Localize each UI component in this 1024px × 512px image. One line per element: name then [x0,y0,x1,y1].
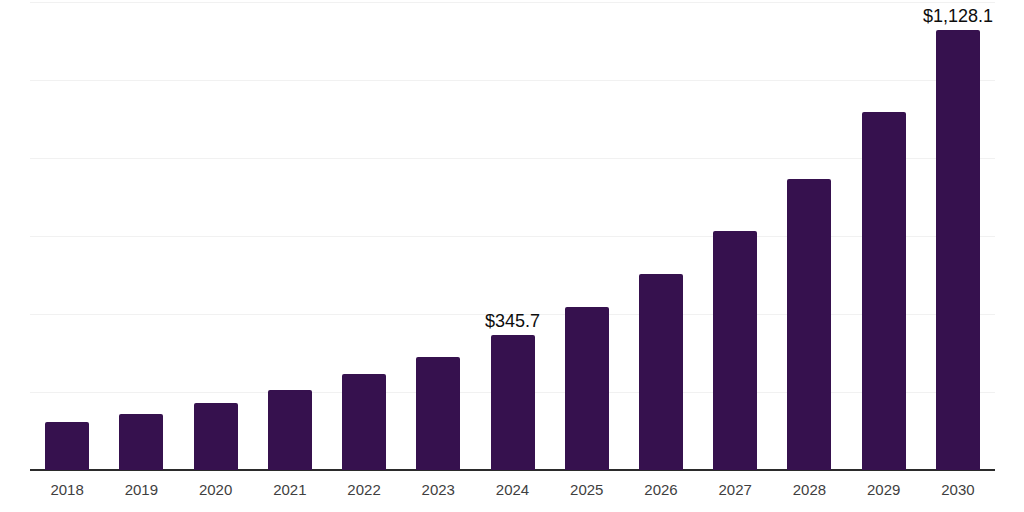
bar-2025 [565,307,609,470]
bar-group-2018: 2018 [30,2,104,470]
bar-2024 [491,335,535,470]
bar-2019 [119,414,163,470]
x-tick-label-2024: 2024 [496,482,529,497]
bar-2021 [268,390,312,470]
bar-2020 [194,403,238,470]
plot-area: 201820192020202120222023$345.72024202520… [30,2,995,470]
x-tick-label-2021: 2021 [273,482,306,497]
x-tick-label-2027: 2027 [719,482,752,497]
bar-2023 [416,357,460,470]
bar-group-2023: 2023 [401,2,475,470]
x-tick-label-2020: 2020 [199,482,232,497]
x-tick-label-2022: 2022 [347,482,380,497]
x-tick-label-2023: 2023 [422,482,455,497]
bar-group-2022: 2022 [327,2,401,470]
bar-group-2020: 2020 [178,2,252,470]
x-tick-label-2025: 2025 [570,482,603,497]
x-tick-label-2028: 2028 [793,482,826,497]
bar-2022 [342,374,386,470]
bar-2030 [936,30,980,470]
bar-chart: 201820192020202120222023$345.72024202520… [0,0,1024,512]
bar-group-2019: 2019 [104,2,178,470]
x-tick-label-2030: 2030 [941,482,974,497]
bar-group-2021: 2021 [253,2,327,470]
x-tick-label-2029: 2029 [867,482,900,497]
bar-2018 [45,422,89,470]
bar-group-2024: $345.72024 [475,2,549,470]
bar-2027 [713,231,757,470]
bar-group-2027: 2027 [698,2,772,470]
bar-value-label-2030: $1,128.1 [923,7,993,25]
bar-2029 [862,112,906,470]
bar-group-2028: 2028 [772,2,846,470]
bar-group-2029: 2029 [847,2,921,470]
x-tick-label-2019: 2019 [125,482,158,497]
x-tick-label-2018: 2018 [50,482,83,497]
bar-value-label-2024: $345.7 [485,312,540,330]
bar-2028 [787,179,831,470]
x-tick-label-2026: 2026 [644,482,677,497]
bars: 201820192020202120222023$345.72024202520… [30,2,995,470]
bar-group-2025: 2025 [550,2,624,470]
bar-group-2030: $1,128.12030 [921,2,995,470]
bar-2026 [639,274,683,470]
bar-group-2026: 2026 [624,2,698,470]
